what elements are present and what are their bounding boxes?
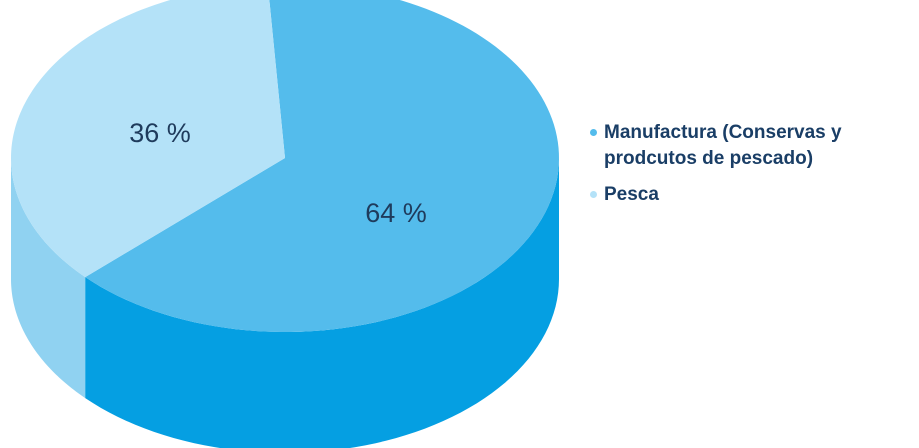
legend-dot-manufactura <box>590 129 597 136</box>
pie-slice-manufactura <box>85 0 559 332</box>
pie-side-pesca <box>11 158 86 399</box>
legend-dot-pesca <box>590 191 597 198</box>
legend: Manufactura (Conservas y prodcutos de pe… <box>590 120 915 218</box>
pie-side-manufactura <box>85 158 559 448</box>
legend-item-pesca: Pesca <box>590 182 915 208</box>
legend-label-pesca: Pesca <box>604 184 659 205</box>
pie-slice-pesca <box>11 0 285 278</box>
data-label-pesca: 36 % <box>129 118 191 148</box>
pie-labels: 36 % 64 % <box>129 118 427 228</box>
legend-item-manufactura: Manufactura (Conservas y prodcutos de pe… <box>590 120 915 172</box>
legend-label-manufactura: Manufactura (Conservas y prodcutos de pe… <box>604 122 842 169</box>
pie-chart: 36 % 64 % <box>11 0 559 448</box>
pie-tops <box>11 0 559 332</box>
pie-sides <box>11 158 559 448</box>
data-label-manufactura: 64 % <box>365 198 427 228</box>
